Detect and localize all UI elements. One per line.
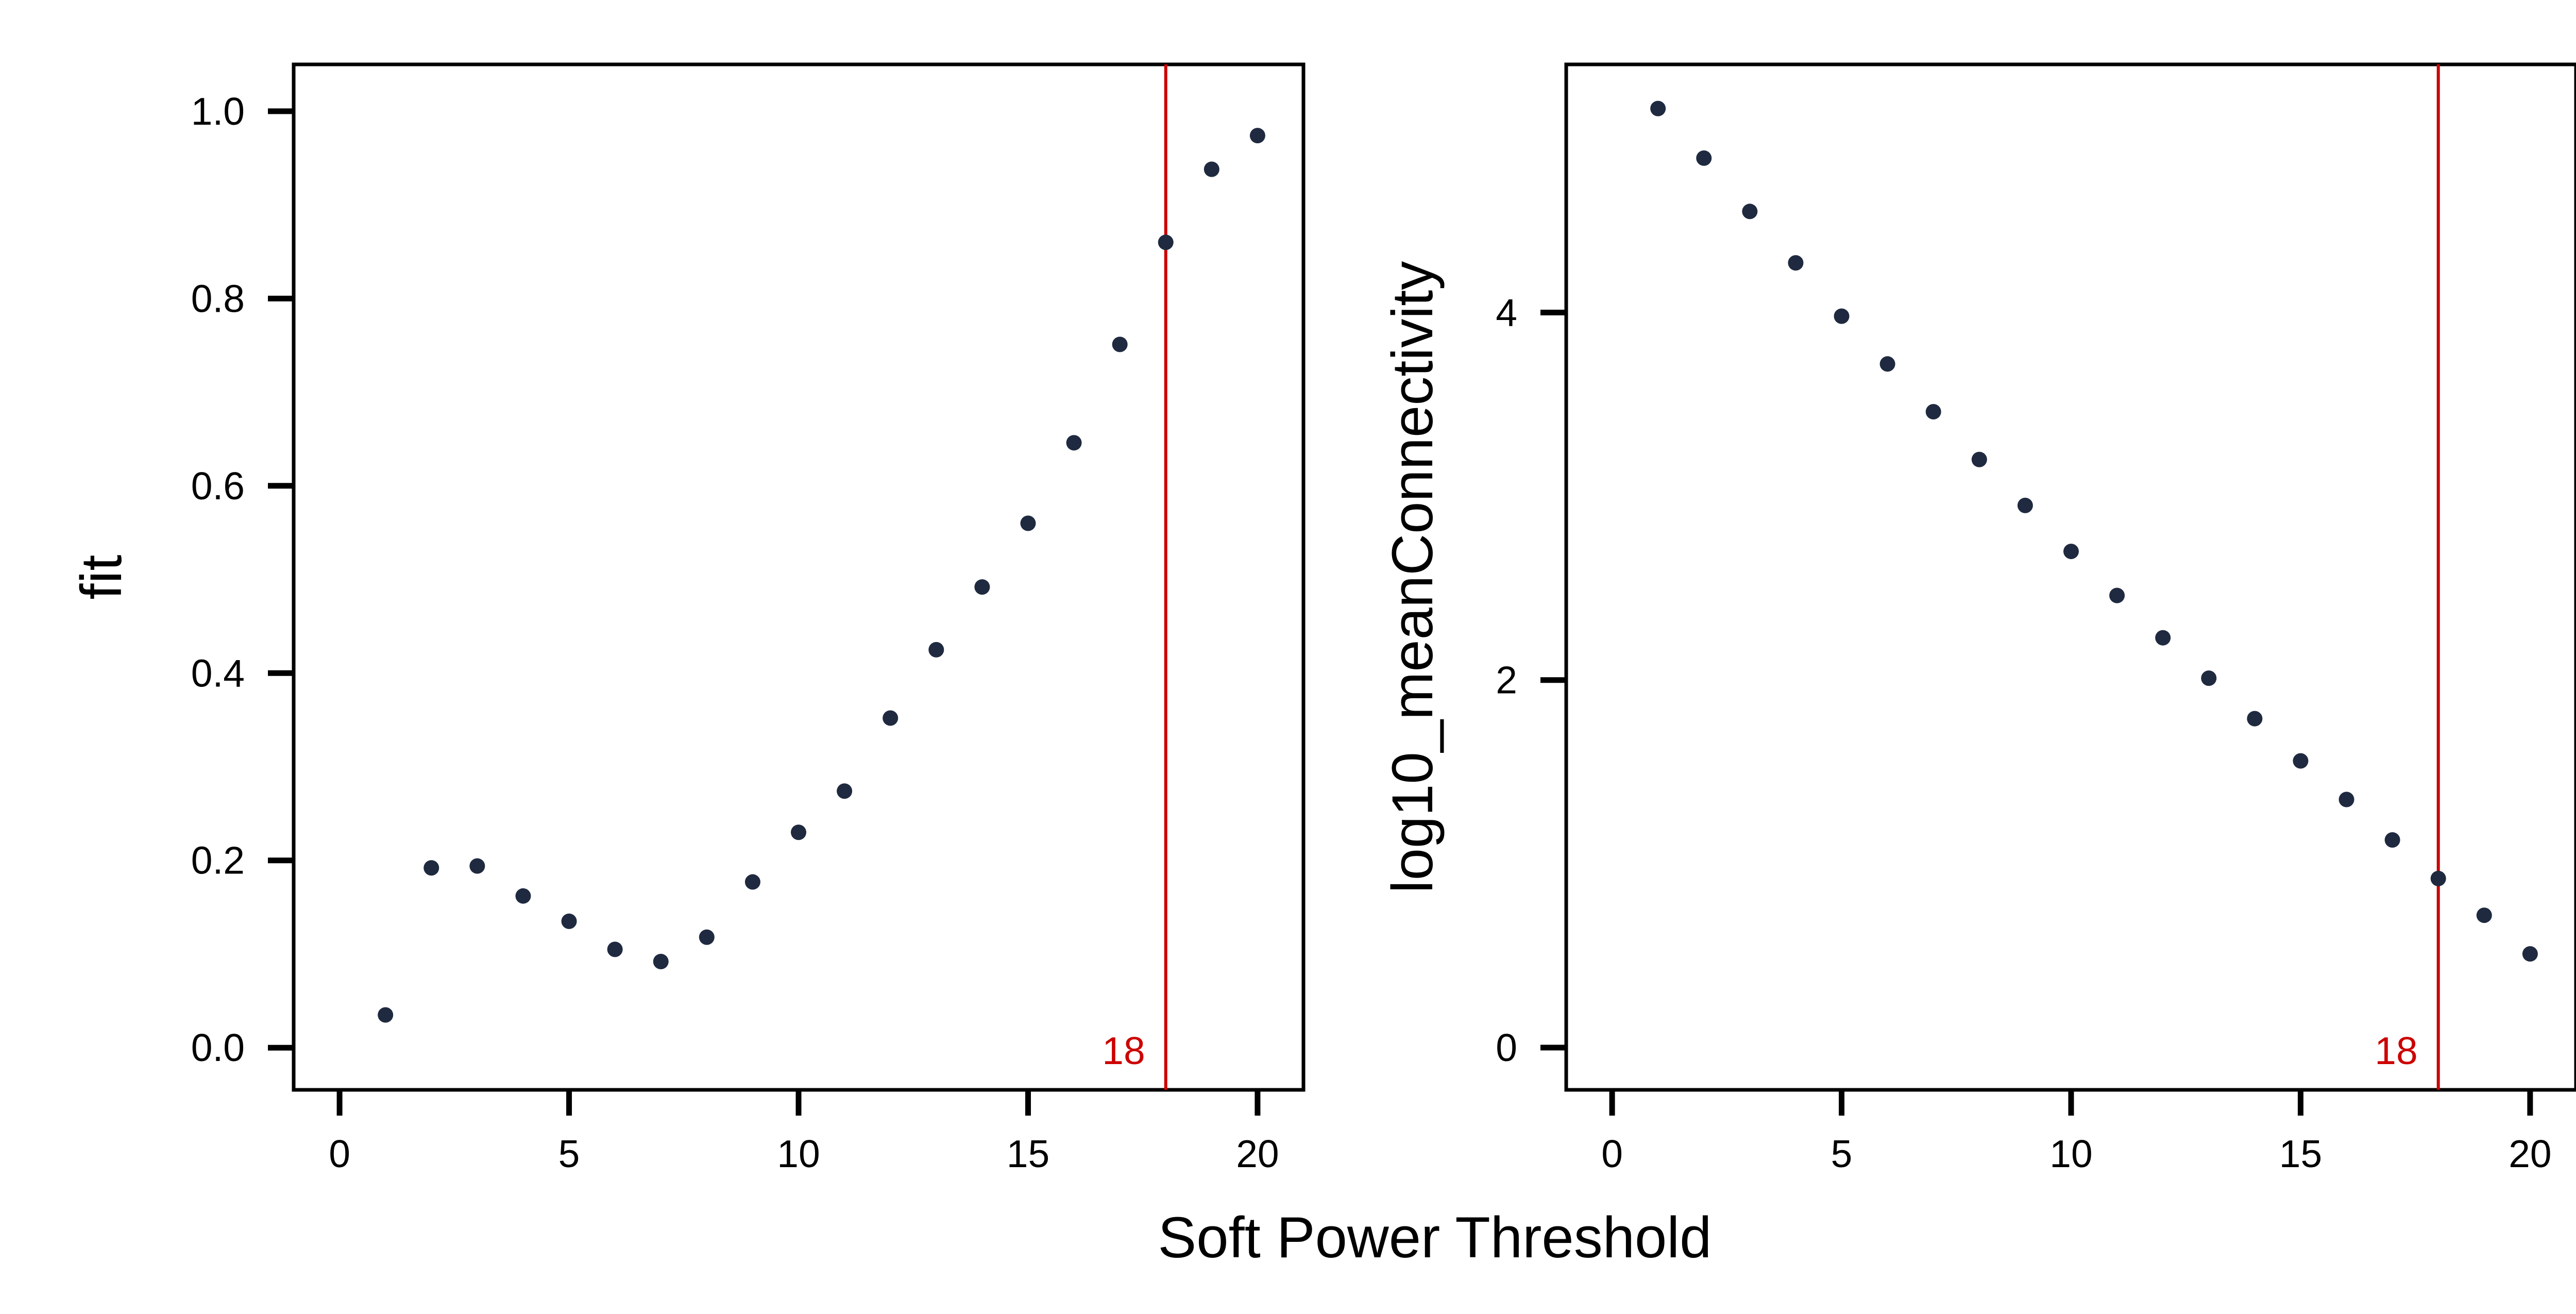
data-point (423, 860, 439, 876)
data-point (883, 710, 899, 726)
data-point (1204, 161, 1219, 177)
data-point (653, 954, 669, 970)
y-tick-label: 0 (1496, 1026, 1517, 1069)
x-tick-label: 0 (329, 1132, 350, 1175)
data-point (2293, 753, 2309, 769)
y-tick-label: 4 (1496, 291, 1517, 334)
data-point (744, 874, 760, 890)
y-tick-label: 0.8 (191, 277, 245, 320)
data-point (1696, 150, 1712, 166)
data-point (791, 824, 806, 840)
data-point (2430, 870, 2446, 886)
data-point (928, 642, 944, 658)
data-point (2522, 946, 2538, 962)
x-axis-title: Soft Power Threshold (1158, 1205, 1712, 1270)
x-tick-label: 10 (777, 1132, 820, 1175)
y-tick-label: 0.2 (191, 839, 245, 882)
data-point (837, 783, 853, 799)
data-point (1834, 308, 1850, 324)
x-tick-label: 15 (2279, 1132, 2322, 1175)
data-point (1249, 128, 1265, 144)
data-point (1020, 515, 1036, 531)
data-point (2338, 791, 2354, 807)
y-tick-label: 1.0 (191, 90, 245, 133)
x-tick-label: 20 (2509, 1132, 2551, 1175)
data-point (2201, 670, 2217, 686)
data-point (974, 579, 990, 595)
data-point (1650, 100, 1666, 116)
data-point (607, 941, 623, 957)
data-point (2063, 544, 2079, 560)
fit-panel: 0 5 10 15 20 0.0 0.2 0.4 0.6 0.8 1.0 fit 18 (69, 62, 1306, 1175)
data-point (1879, 356, 1895, 372)
data-point (2109, 587, 2125, 603)
data-point (1112, 336, 1128, 352)
y-axis-title: fit (69, 554, 133, 599)
data-point (2017, 497, 2033, 513)
y-tick-label: 0.4 (191, 651, 245, 695)
data-point (1971, 451, 1987, 467)
x-tick-label: 10 (2049, 1132, 2092, 1175)
x-tick-label: 5 (1831, 1132, 1853, 1175)
data-point (2247, 711, 2263, 727)
data-point (1788, 255, 1804, 271)
x-tick-label: 20 (1236, 1132, 1279, 1175)
data-point (2476, 907, 2492, 923)
reference-line-label: 18 (2375, 1029, 2417, 1072)
data-point (469, 858, 485, 874)
x-tick-label: 15 (1007, 1132, 1049, 1175)
data-point (515, 888, 531, 904)
data-point (699, 929, 715, 945)
data-point (1066, 435, 1082, 451)
reference-line-label: 18 (1102, 1029, 1145, 1072)
data-point (2155, 630, 2171, 646)
data-point (1742, 204, 1758, 220)
y-axis-title: log10_meanConnectivity (1380, 261, 1445, 894)
data-point (561, 913, 577, 929)
data-point (1158, 234, 1174, 250)
data-point (378, 1007, 394, 1023)
data-point (2384, 832, 2400, 848)
data-point (1925, 404, 1941, 420)
y-tick-label: 2 (1496, 659, 1517, 702)
y-tick-label: 0.0 (191, 1026, 245, 1069)
x-tick-label: 5 (558, 1132, 580, 1175)
y-tick-label: 0.6 (191, 464, 245, 508)
x-tick-label: 0 (1601, 1132, 1623, 1175)
connectivity-panel: 0 5 10 15 20 0 2 4 log10_meanConnectivity 18 (1380, 62, 2576, 1175)
